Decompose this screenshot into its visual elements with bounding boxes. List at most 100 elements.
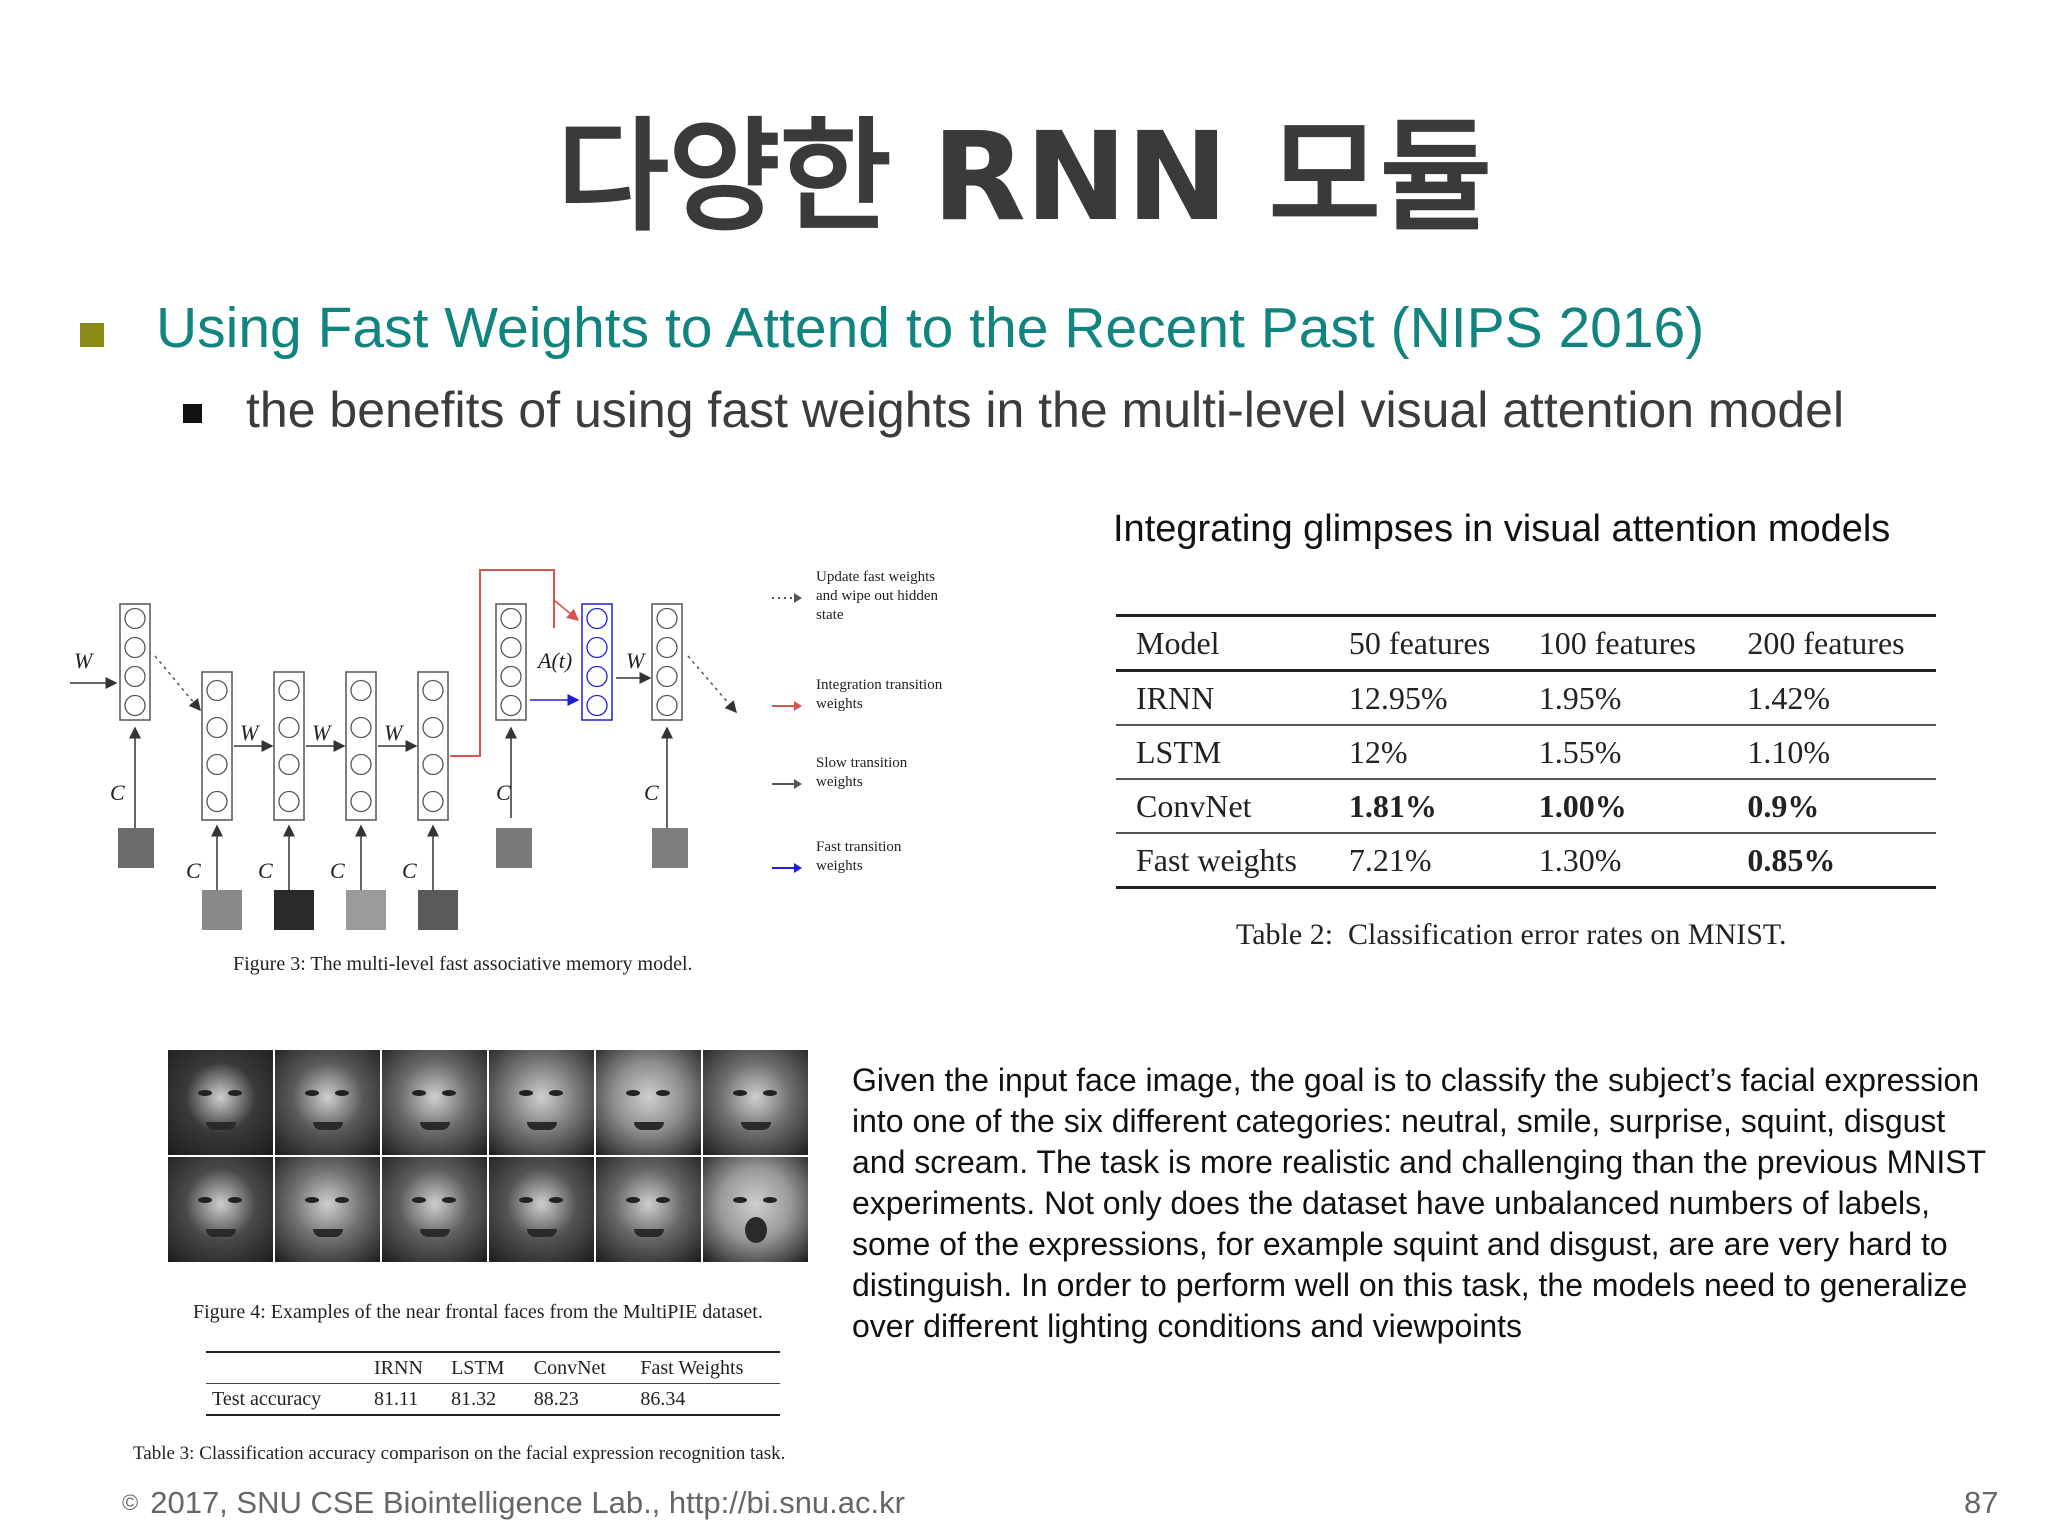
context-label-c: C	[330, 858, 345, 883]
table-cell: LSTM	[1136, 733, 1222, 770]
hidden-unit	[124, 607, 146, 630]
face-photo	[275, 1157, 380, 1262]
hidden-unit	[422, 790, 444, 813]
face-eye	[656, 1090, 670, 1096]
hidden-unit	[350, 790, 372, 813]
face-mouth	[313, 1122, 343, 1130]
hidden-unit	[586, 694, 608, 717]
red-arrow-icon	[772, 701, 802, 711]
hidden-unit	[278, 716, 300, 739]
inner-hidden-column	[345, 671, 377, 821]
face-mouth	[206, 1229, 236, 1237]
face-eye	[763, 1197, 777, 1203]
bullet-square-icon	[80, 323, 104, 347]
face-mouth	[527, 1229, 557, 1237]
face-photo	[596, 1050, 701, 1155]
table-header-cell: LSTM	[451, 1356, 505, 1379]
hidden-unit	[500, 694, 522, 717]
table-header-cell: 200 features	[1747, 624, 1905, 661]
table-cell: 1.95%	[1538, 679, 1622, 716]
table3-caption-text: Classification accuracy comparison on th…	[199, 1443, 786, 1464]
face-mouth	[634, 1122, 664, 1130]
face-eye	[549, 1197, 563, 1203]
table-cell: 1.00%	[1538, 787, 1627, 824]
visual-attention-caption: Integrating glimpses in visual attention…	[1113, 508, 1891, 550]
table-header-row: IRNN LSTM ConvNet Fast Weights	[206, 1352, 780, 1384]
hidden-unit	[500, 665, 522, 688]
table-cell: 81.32	[451, 1387, 497, 1410]
fast-weights-column	[581, 603, 613, 721]
context-label-c: C	[110, 780, 125, 805]
patch-glimpse-image	[346, 890, 386, 930]
hidden-unit	[206, 753, 228, 776]
hidden-unit	[278, 679, 300, 702]
hidden-unit	[124, 636, 146, 659]
figure4-caption-label: Figure 4:	[193, 1301, 266, 1323]
inner-hidden-column	[417, 671, 449, 821]
weight-label-w: W	[626, 648, 646, 673]
face-mouth	[745, 1217, 767, 1243]
hidden-unit	[206, 716, 228, 739]
face-mouth	[206, 1122, 236, 1130]
gray-arrow-icon	[772, 779, 802, 789]
table-cell: 0.85%	[1747, 841, 1836, 878]
context-label-c: C	[644, 780, 659, 805]
face-eye	[519, 1197, 533, 1203]
hidden-unit	[206, 679, 228, 702]
face-photo	[596, 1157, 701, 1262]
table-row: Fast weights 7.21% 1.30% 0.85%	[1116, 833, 1936, 888]
table2-caption-text: Classification error rates on MNIST.	[1348, 918, 1787, 951]
patch-glimpse-image	[274, 890, 314, 930]
figure3-caption-text: The multi-level fast associative memory …	[310, 953, 693, 975]
weight-label-w: W	[312, 720, 332, 745]
face-photo	[382, 1050, 487, 1155]
facial-expression-description: Given the input face image, the goal is …	[852, 1062, 1986, 1344]
face-mouth	[741, 1122, 771, 1130]
figure4-caption-text: Examples of the near frontal faces from …	[270, 1301, 763, 1323]
hidden-unit	[656, 636, 678, 659]
patch-glimpse-image	[418, 890, 458, 930]
face-eye	[335, 1197, 349, 1203]
weight-label-w: W	[384, 720, 404, 745]
face-eye	[412, 1197, 426, 1203]
hidden-unit	[350, 716, 372, 739]
multi-level-memory-diagram: W C C W C W C W C C A(t) W C	[70, 569, 737, 930]
mnist-error-table: Model 50 features 100 features 200 featu…	[1116, 614, 1936, 889]
hidden-unit	[350, 753, 372, 776]
hidden-unit	[656, 665, 678, 688]
footer-text: 2017, SNU CSE Biointelligence Lab., http…	[150, 1485, 905, 1520]
hidden-unit	[124, 665, 146, 688]
table2-caption: Table 2: Classification error rates on M…	[1236, 918, 1787, 952]
table-header-cell: Fast Weights	[640, 1356, 744, 1379]
face-eye	[228, 1197, 242, 1203]
context-label-c: C	[402, 858, 417, 883]
table-cell: 1.42%	[1747, 679, 1830, 716]
table-header-row: Model 50 features 100 features 200 featu…	[1116, 615, 1936, 671]
hidden-unit	[124, 694, 146, 717]
hidden-unit	[586, 607, 608, 630]
face-photo	[489, 1050, 594, 1155]
hidden-unit	[656, 607, 678, 630]
legend-text: Integration transition weights	[816, 677, 943, 712]
table-cell: ConvNet	[1136, 787, 1252, 824]
table-cell: 88.23	[533, 1387, 579, 1410]
face-photo	[489, 1157, 594, 1262]
inner-hidden-column	[201, 671, 233, 821]
table-header-cell: Model	[1136, 624, 1220, 661]
figure3-caption: Figure 3: The multi-level fast associati…	[233, 953, 693, 976]
face-eye	[656, 1197, 670, 1203]
inner-hidden-column	[273, 671, 305, 821]
face-eye	[626, 1197, 640, 1203]
table-cell: 12.95%	[1348, 679, 1448, 716]
face-eye	[549, 1090, 563, 1096]
face-mouth	[420, 1122, 450, 1130]
hidden-unit	[500, 636, 522, 659]
table-cell: 86.34	[640, 1387, 686, 1410]
hidden-state-column	[119, 603, 151, 721]
face-glimpse-image	[652, 828, 688, 868]
blue-arrow-icon	[772, 863, 802, 873]
table-row: ConvNet 1.81% 1.00% 0.9%	[1116, 779, 1936, 833]
multipie-faces-grid	[168, 1050, 810, 1264]
face-glimpse-image	[118, 828, 154, 868]
integration-path	[450, 569, 555, 757]
